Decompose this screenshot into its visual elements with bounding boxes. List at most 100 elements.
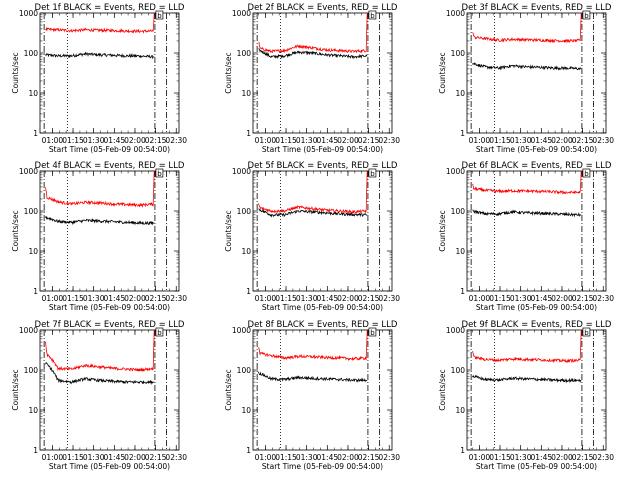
saturation-marker xyxy=(582,327,591,337)
y-tick-label: 1 xyxy=(246,287,251,296)
plot-frame xyxy=(39,12,180,134)
y-tick-label: 1000 xyxy=(446,9,465,18)
series-line-events xyxy=(258,48,368,60)
x-tick-label: 02:15 xyxy=(358,294,380,303)
y-tick-label: 100 xyxy=(237,49,252,58)
x-tick-label: 01:00 xyxy=(469,294,491,303)
plot-frame xyxy=(466,12,607,134)
panel-det-3: Det 3f BLACK = Events, RED = LLD 1 10 100 10… xyxy=(438,3,614,154)
saturation-marker xyxy=(368,168,377,178)
x-tick-label: 02:15 xyxy=(572,136,594,145)
series-line-lld xyxy=(472,12,582,44)
series-line-events xyxy=(45,215,155,226)
series-line-lld xyxy=(472,329,582,364)
x-tick-label: 02:30 xyxy=(592,294,614,303)
y-tick-label: 10 xyxy=(28,89,38,98)
y-axis-label: Counts/sec xyxy=(438,52,447,93)
x-tick-label: 01:45 xyxy=(317,136,339,145)
plot-frame xyxy=(466,170,607,292)
y-tick-label: 1000 xyxy=(19,9,38,18)
x-tick-label: 01:00 xyxy=(42,453,64,462)
x-tick-label: 01:30 xyxy=(83,453,105,462)
x-tick-label: 01:45 xyxy=(317,294,339,303)
x-tick-label: 02:00 xyxy=(551,136,573,145)
x-tick-label: 01:45 xyxy=(104,136,126,145)
series-line-events xyxy=(45,51,155,60)
y-tick-label: 10 xyxy=(455,89,465,98)
x-tick-label: 01:30 xyxy=(296,136,318,145)
saturation-marker-label: b xyxy=(157,170,162,178)
y-tick-label: 10 xyxy=(455,247,465,256)
x-axis-label: Start Time (05-Feb-09 00:54:00) xyxy=(49,303,170,312)
x-tick-label: 01:30 xyxy=(296,294,318,303)
x-tick-label: 02:15 xyxy=(572,294,594,303)
x-tick-label: 01:30 xyxy=(510,294,532,303)
x-tick-label: 01:00 xyxy=(255,453,277,462)
x-tick-label: 02:00 xyxy=(124,294,146,303)
x-tick-label: 01:15 xyxy=(62,294,84,303)
x-tick-label: 01:15 xyxy=(275,136,297,145)
y-tick-label: 1 xyxy=(460,129,465,138)
x-tick-label: 02:30 xyxy=(592,136,614,145)
x-tick-label: 01:45 xyxy=(531,294,553,303)
x-tick-label: 02:00 xyxy=(124,453,146,462)
y-tick-label: 100 xyxy=(24,207,39,216)
x-tick-label: 01:00 xyxy=(469,453,491,462)
x-tick-label: 02:15 xyxy=(145,294,167,303)
saturation-marker xyxy=(368,10,377,20)
panel-title: Det 6f BLACK = Events, RED = LLD xyxy=(462,161,612,171)
x-tick-label: 01:15 xyxy=(489,453,511,462)
x-tick-label: 02:30 xyxy=(592,453,614,462)
saturation-marker-label: b xyxy=(584,12,589,20)
plot-frame xyxy=(252,329,393,451)
x-tick-label: 01:00 xyxy=(255,294,277,303)
series-line-events xyxy=(472,62,582,71)
panel-det-8: Det 8f BLACK = Events, RED = LLD 1 10 100 10… xyxy=(224,320,400,471)
panel-title: Det 4f BLACK = Events, RED = LLD xyxy=(35,161,185,171)
series-line-lld xyxy=(472,170,582,195)
y-tick-label: 10 xyxy=(241,89,251,98)
y-tick-label: 1 xyxy=(246,446,251,455)
series-line-events xyxy=(45,362,155,385)
x-tick-label: 01:45 xyxy=(531,453,553,462)
y-tick-label: 1 xyxy=(33,287,38,296)
x-tick-label: 01:15 xyxy=(275,453,297,462)
x-tick-label: 02:30 xyxy=(165,294,187,303)
panel-title: Det 9f BLACK = Events, RED = LLD xyxy=(462,320,612,330)
series-line-lld xyxy=(45,329,155,372)
x-axis-label: Start Time (05-Feb-09 00:54:00) xyxy=(49,462,170,471)
x-tick-label: 02:15 xyxy=(145,136,167,145)
x-tick-label: 01:15 xyxy=(62,136,84,145)
x-tick-label: 01:00 xyxy=(469,136,491,145)
series-line-events xyxy=(472,209,582,218)
x-tick-label: 01:00 xyxy=(42,294,64,303)
x-tick-label: 02:00 xyxy=(551,453,573,462)
panel-det-2: Det 2f BLACK = Events, RED = LLD 1 10 100 10… xyxy=(224,3,400,154)
plot-frame xyxy=(39,329,180,451)
saturation-marker xyxy=(582,168,591,178)
series-line-events xyxy=(472,374,582,384)
series-line-lld xyxy=(258,12,368,54)
x-axis-label: Start Time (05-Feb-09 00:54:00) xyxy=(262,462,383,471)
y-tick-label: 1 xyxy=(33,129,38,138)
plot-frame xyxy=(39,170,180,292)
y-tick-label: 1000 xyxy=(232,9,251,18)
y-axis-label: Counts/sec xyxy=(438,210,447,251)
y-axis-label: Counts/sec xyxy=(224,369,233,410)
y-axis-label: Counts/sec xyxy=(438,369,447,410)
x-tick-label: 02:00 xyxy=(337,294,359,303)
x-axis-label: Start Time (05-Feb-09 00:54:00) xyxy=(262,303,383,312)
x-tick-label: 01:45 xyxy=(531,136,553,145)
x-axis-label: Start Time (05-Feb-09 00:54:00) xyxy=(476,303,597,312)
y-tick-label: 1000 xyxy=(19,326,38,335)
saturation-marker xyxy=(368,327,377,337)
panel-title: Det 2f BLACK = Events, RED = LLD xyxy=(248,3,398,13)
panel-det-9: Det 9f BLACK = Events, RED = LLD 1 10 100 10… xyxy=(438,320,614,471)
y-tick-label: 10 xyxy=(28,247,38,256)
y-tick-label: 1 xyxy=(246,129,251,138)
panel-title: Det 8f BLACK = Events, RED = LLD xyxy=(248,320,398,330)
saturation-marker-label: b xyxy=(370,329,375,337)
saturation-marker-label: b xyxy=(157,329,162,337)
plot-frame xyxy=(252,12,393,134)
